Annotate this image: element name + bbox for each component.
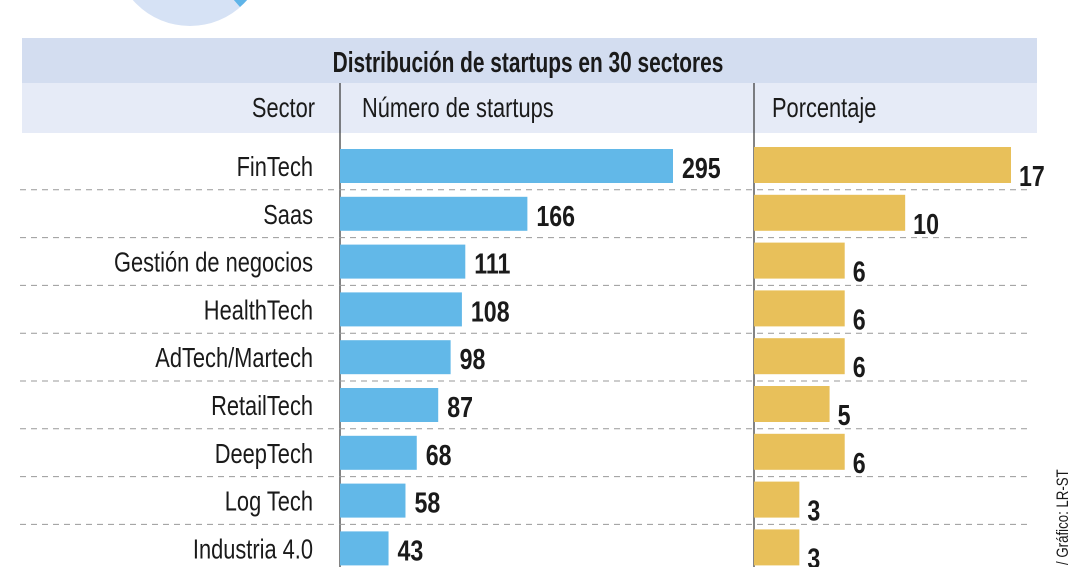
bar-percent [754,338,845,375]
data-label-count-group: 166 [536,199,575,232]
sector-label-group: Gestión de negocios [114,247,313,278]
column-header-count-group: Número de startups [362,92,554,123]
data-label-percent-group: 10 [913,207,939,240]
data-label-count: 58 [414,486,440,519]
column-header-percent-group: Porcentaje [772,92,876,123]
data-label-count-group: 68 [426,438,452,471]
column-header-percent: Porcentaje [772,92,876,123]
data-label-count-group: 98 [460,343,486,376]
data-label-count-group: 43 [398,534,424,567]
data-label-count: 43 [398,534,424,567]
sector-label-group: Log Tech [225,486,313,517]
data-label-percent: 6 [853,446,866,479]
data-label-count-group: 87 [447,390,473,423]
bar-percent [754,242,845,279]
chart-title: Distribución de startups en 30 sectores [333,47,724,79]
pie-slice [233,0,247,7]
column-header-count: Número de startups [362,92,554,123]
sector-label: Log Tech [225,486,313,517]
sector-label: Industria 4.0 [193,534,313,565]
pie-chart-fragment [132,0,248,26]
column-header-sector: Sector [252,92,315,123]
bar-count [340,435,417,470]
bar-count [340,196,528,231]
sector-label-group: AdTech/Martech [155,343,313,374]
sector-label: DeepTech [215,438,313,469]
data-label-percent: 10 [913,207,939,240]
data-label-count: 87 [447,390,473,423]
data-label-percent-group: 3 [807,494,820,527]
data-label-count: 98 [460,343,486,376]
bar-percent [754,481,800,518]
sector-label-group: RetailTech [211,390,313,421]
data-label-count: 68 [426,438,452,471]
data-label-percent-group: 3 [807,542,820,567]
data-label-count: 295 [682,151,721,184]
column-header-sector-group: Sector [252,92,315,123]
data-label-percent-group: 6 [853,303,866,336]
data-label-percent-group: 17 [1019,159,1045,192]
data-label-count-group: 58 [414,486,440,519]
data-label-count: 166 [536,199,575,232]
chart-title-group: Distribución de startups en 30 sectores [333,47,724,79]
bar-count [340,149,673,183]
title-band [22,38,1037,83]
data-label-count-group: 111 [474,247,510,280]
data-label-percent-group: 6 [853,351,866,384]
data-label-count: 108 [471,295,510,328]
data-label-count-group: 295 [682,151,721,184]
bar-percent [754,194,906,231]
credit-text: / Gráfico: LR-ST [1054,469,1073,565]
bar-count [340,483,406,518]
bar-count [340,388,439,422]
sector-label-group: Industria 4.0 [193,534,313,565]
bar-count [340,531,389,566]
sector-label: Gestión de negocios [114,247,313,278]
data-label-percent-group: 6 [853,255,866,288]
credit-group: / Gráfico: LR-ST [1054,469,1073,565]
sector-label: HealthTech [204,295,313,326]
bar-percent [754,290,845,327]
data-label-percent: 5 [838,398,851,431]
sector-label-group: HealthTech [204,295,313,326]
data-label-percent: 6 [853,255,866,288]
data-label-percent-group: 6 [853,446,866,479]
sector-label: AdTech/Martech [155,343,313,374]
bar-count [340,340,451,375]
sector-label: Saas [263,199,313,230]
data-label-percent: 6 [853,303,866,336]
bar-count [340,244,466,279]
data-label-percent: 6 [853,351,866,384]
sector-label: FinTech [237,151,313,182]
data-label-percent: 3 [807,494,820,527]
bar-percent [754,433,845,470]
sector-label-group: DeepTech [215,438,313,469]
data-label-count: 111 [474,247,510,280]
sector-label-group: Saas [263,199,313,230]
data-label-percent: 3 [807,542,820,567]
bar-percent [754,386,830,422]
bar-percent [754,529,800,566]
data-label-percent-group: 5 [838,398,851,431]
header-band [22,83,1037,133]
sector-label-group: FinTech [237,151,313,182]
bar-count [340,292,462,327]
sector-label: RetailTech [211,390,313,421]
data-label-count-group: 108 [471,295,510,328]
data-label-percent: 17 [1019,159,1045,192]
bar-percent [754,147,1011,183]
